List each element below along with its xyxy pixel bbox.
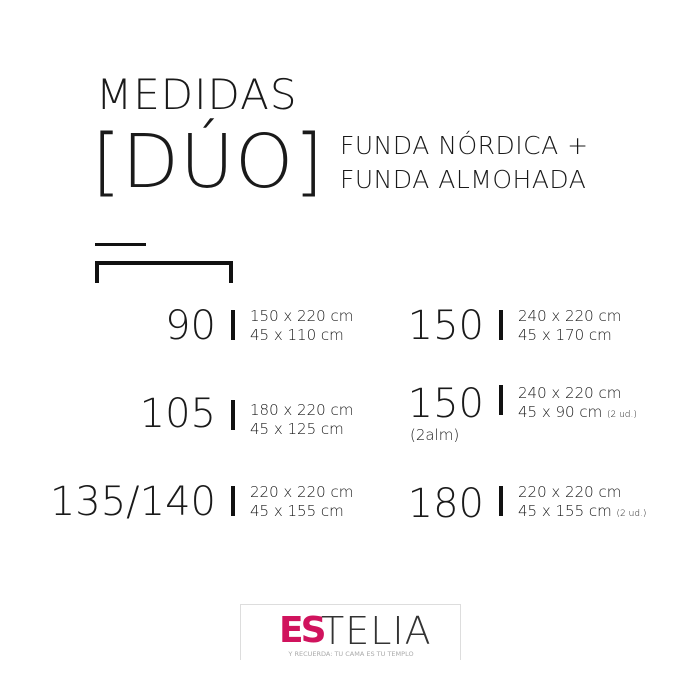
size-details: 180 x 220 cm 45 x 125 cm <box>250 401 354 438</box>
subtitle-funda-almohada: FUNDA ALMOHADA <box>340 165 587 194</box>
size-details: 220 x 220 cm 45 x 155 cm <box>250 483 354 520</box>
size-number: 135/140 <box>49 479 216 525</box>
divider <box>499 385 503 415</box>
size-number: 150 <box>407 381 484 427</box>
divider <box>231 400 235 430</box>
size-number: 150 <box>407 303 484 349</box>
size-note: (2alm) <box>410 426 460 444</box>
divider <box>499 486 503 516</box>
size-details: 220 x 220 cm 45 x 155 cm (2 ud.) <box>518 483 647 520</box>
logo-tagline: Y RECUERDA: TU CAMA ES TU TEMPLO <box>261 650 441 658</box>
size-details: 150 x 220 cm 45 x 110 cm <box>250 307 354 344</box>
title-duo: [DÚO] <box>92 119 325 205</box>
divider <box>499 310 503 340</box>
divider <box>231 310 235 340</box>
logo-mark: ES <box>279 610 327 651</box>
size-details: 240 x 220 cm 45 x 170 cm <box>518 307 622 344</box>
size-details: 240 x 220 cm 45 x 90 cm (2 ud.) <box>518 384 637 421</box>
divider <box>231 486 235 516</box>
size-number: 90 <box>165 303 216 349</box>
subtitle-funda-nordica: FUNDA NÓRDICA + <box>340 131 589 160</box>
logo: ES TELIA Y RECUERDA: TU CAMA ES TU TEMPL… <box>240 604 461 660</box>
size-number: 180 <box>407 481 484 527</box>
size-number: 105 <box>139 391 216 437</box>
logo-name: TELIA <box>321 609 432 653</box>
title-medidas: MEDIDAS <box>96 70 298 119</box>
